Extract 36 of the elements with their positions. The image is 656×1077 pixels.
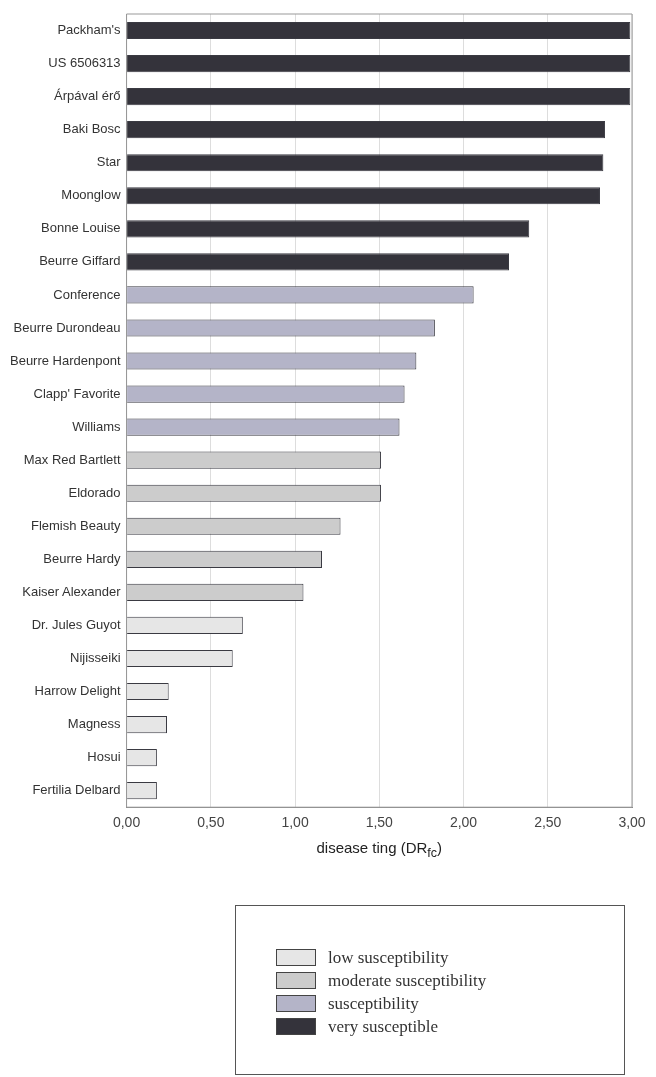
x-tick-label: 2,50 xyxy=(534,814,562,831)
y-tick-label: Fertilia Delbard xyxy=(32,782,121,798)
y-tick-label: Max Red Bartlett xyxy=(23,451,121,467)
y-tick-label: Moonglow xyxy=(61,187,122,203)
y-tick-label: Árpával érő xyxy=(54,88,121,104)
legend-label: low susceptibility xyxy=(328,947,449,968)
y-tick-label: Hosui xyxy=(87,749,121,765)
y-tick-label: US 6506313 xyxy=(48,55,121,71)
y-tick-label: Clapp' Favorite xyxy=(33,385,121,401)
y-tick-label: Baki Bosc xyxy=(62,121,122,137)
x-tick-label: 2,00 xyxy=(449,814,478,831)
y-tick-label: Harrow Delight xyxy=(34,683,121,699)
y-tick-label: Kaiser Alexander xyxy=(22,583,122,599)
y-tick-label: Beurre Hardenpont xyxy=(9,352,121,368)
x-tick-label: 0,50 xyxy=(197,814,225,831)
y-tick-label: Conference xyxy=(53,286,121,302)
y-tick-label: Eldorado xyxy=(68,484,121,500)
y-tick-label: Beurre Giffard xyxy=(39,253,121,269)
legend-label: moderate susceptibility xyxy=(328,970,487,991)
legend-label: very susceptible xyxy=(328,1016,438,1037)
x-tick-label: 1,00 xyxy=(281,814,309,831)
x-tick-label: 1,50 xyxy=(365,814,394,831)
y-tick-label: Beurre Durondeau xyxy=(13,319,121,335)
y-tick-label: Dr. Jules Guyot xyxy=(31,617,121,632)
x-tick-label: 0,00 xyxy=(112,814,141,831)
legend-label: susceptibility xyxy=(328,993,419,1014)
y-tick-label: Bonne Louise xyxy=(41,220,121,236)
y-tick-label: Flemish Beauty xyxy=(30,517,122,533)
y-tick-label: Packham's xyxy=(57,22,122,38)
y-tick-label: Beurre Hardy xyxy=(43,550,122,566)
y-tick-label: Williams xyxy=(72,418,122,434)
x-tick-label: 3,00 xyxy=(618,814,646,831)
y-tick-label: Star xyxy=(96,154,122,170)
y-tick-label: Magness xyxy=(67,716,122,732)
y-tick-label: Nijisseiki xyxy=(70,650,121,666)
x-axis-title: disease ting (DR$_{fc}$) xyxy=(316,839,443,861)
